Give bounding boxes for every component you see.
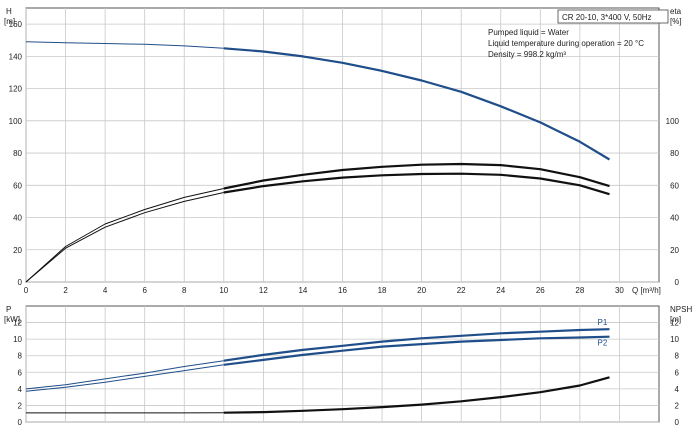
x-tick-label: 4 bbox=[103, 286, 108, 295]
y-axis-unit-right: [%] bbox=[670, 17, 682, 26]
y-tick-label-left: 4 bbox=[18, 385, 23, 394]
series-line-thin bbox=[25, 41, 224, 49]
x-tick-label: 22 bbox=[457, 286, 466, 295]
series-line-thin bbox=[25, 364, 224, 392]
y-axis-title-right: eta bbox=[670, 7, 682, 16]
y-tick-label-left: 2 bbox=[18, 401, 23, 410]
info-line: Liquid temperature during operation = 20… bbox=[488, 39, 644, 48]
y-tick-label-right: 80 bbox=[670, 149, 679, 158]
y-tick-label-right: 12 bbox=[670, 319, 679, 328]
series-line bbox=[223, 328, 610, 362]
y-axis-unit-left: [m] bbox=[4, 17, 15, 26]
y-tick-label-left: 120 bbox=[9, 85, 23, 94]
y-tick-label-left: 140 bbox=[9, 52, 23, 61]
title-box bbox=[557, 9, 669, 24]
y-tick-label-right: 6 bbox=[675, 368, 680, 377]
y-tick-label-left: 60 bbox=[13, 181, 22, 190]
series-line bbox=[223, 335, 610, 366]
x-tick-label: 12 bbox=[259, 286, 268, 295]
x-tick-label: 26 bbox=[536, 286, 545, 295]
x-axis-title: Q [m³/h] bbox=[632, 286, 661, 295]
head-efficiency-panel: 0 2 4 6 8 10 12 14 16 18 20 22 24 26 28 300204060801001… bbox=[4, 7, 682, 295]
series-line bbox=[223, 172, 610, 196]
y-tick-label-left: 0 bbox=[18, 278, 23, 287]
y-tick-label-left: 0 bbox=[18, 418, 23, 427]
y-tick-label-left: 12 bbox=[13, 319, 22, 328]
series-line bbox=[223, 162, 610, 190]
series-line-thin bbox=[25, 360, 224, 390]
y-tick-label-right: 2 bbox=[675, 401, 680, 410]
y-axis-unit-left: [kW] bbox=[4, 315, 20, 324]
series-label: P2 bbox=[598, 339, 608, 348]
x-tick-label: 16 bbox=[338, 286, 347, 295]
y-tick-label-left: 8 bbox=[18, 352, 23, 361]
x-tick-label: 10 bbox=[219, 286, 228, 295]
y-tick-label-right: 60 bbox=[670, 181, 679, 190]
x-tick-label: 2 bbox=[63, 286, 68, 295]
y-tick-label-right: 0 bbox=[675, 418, 680, 427]
y-tick-label-right: 20 bbox=[670, 246, 679, 255]
y-tick-label-left: 20 bbox=[13, 246, 22, 255]
y-tick-label-left: 40 bbox=[13, 214, 22, 223]
y-tick-label-left: 10 bbox=[13, 335, 22, 344]
y-tick-label-right: 100 bbox=[666, 117, 680, 126]
info-line: Pumped liquid = Water bbox=[488, 28, 569, 37]
x-tick-label: 28 bbox=[575, 286, 584, 295]
x-tick-label: 0 bbox=[24, 286, 29, 295]
y-tick-label-right: 40 bbox=[670, 214, 679, 223]
info-line: Density = 998.2 kg/m³ bbox=[488, 50, 566, 59]
series-line-thin bbox=[25, 188, 224, 283]
y-axis-title-right: NPSH bbox=[670, 305, 692, 314]
x-tick-label: 6 bbox=[142, 286, 147, 295]
x-tick-label: 24 bbox=[496, 286, 505, 295]
y-tick-label-left: 6 bbox=[18, 368, 23, 377]
x-tick-label: 18 bbox=[378, 286, 387, 295]
x-tick-label: 8 bbox=[182, 286, 187, 295]
y-axis-title-left: P bbox=[6, 305, 11, 314]
y-tick-label-right: 0 bbox=[675, 278, 680, 287]
x-tick-label: 20 bbox=[417, 286, 426, 295]
y-tick-label-right: 4 bbox=[675, 385, 680, 394]
series-line-thin bbox=[25, 192, 224, 283]
y-tick-label-right: 8 bbox=[675, 352, 680, 361]
series-line bbox=[223, 376, 610, 414]
y-tick-label-right: 10 bbox=[670, 335, 679, 344]
y-axis-title-left: H bbox=[6, 7, 12, 16]
series-label: P1 bbox=[598, 318, 608, 327]
series-line bbox=[223, 47, 611, 161]
chart-title: CR 20-10, 3*400 V, 50Hz bbox=[562, 13, 652, 22]
y-tick-label-left: 160 bbox=[9, 20, 23, 29]
y-axis-unit-right: [m] bbox=[670, 315, 681, 324]
y-tick-label-left: 80 bbox=[13, 149, 22, 158]
y-tick-label-left: 100 bbox=[9, 117, 23, 126]
x-tick-label: 30 bbox=[615, 286, 624, 295]
x-tick-label: 14 bbox=[298, 286, 307, 295]
